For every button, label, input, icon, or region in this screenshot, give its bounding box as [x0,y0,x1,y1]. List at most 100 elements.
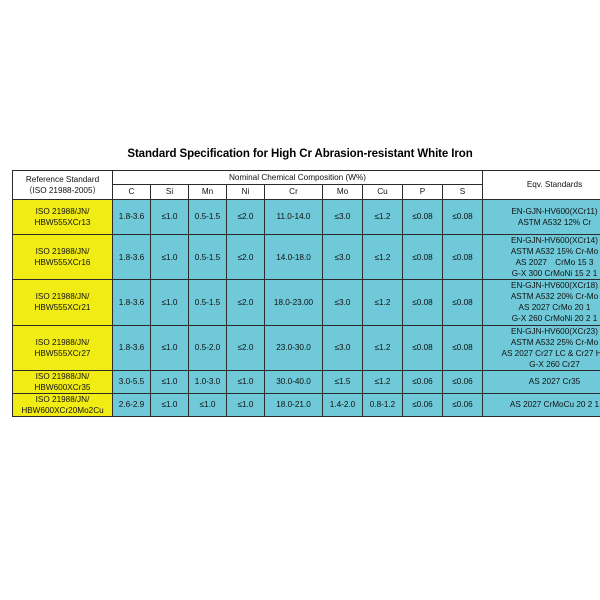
equivalent-line: ASTM A532 12% Cr [517,218,592,227]
reference-line2: HBW600XCr20Mo2Cu [21,405,104,415]
equivalent-line: AS 2027 CrMoCu 20 2 1 [509,400,600,410]
header-row-group: Reference Standard （ISO 21988-2005） Nomi… [12,170,600,200]
cell-equivalent-standards: AS 2027 CrMoCu 20 2 1 [482,392,600,418]
cell-equivalent-standards: AS 2027 Cr35 [482,369,600,394]
cell-cu: ≤1.2 [362,324,403,371]
equivalent-line: G-X 260 CrMoNi 20 2 1 [511,314,598,324]
header-element-c: C [112,184,151,200]
cell-mn: 0.5-1.5 [188,233,227,281]
header-equivalent-standards: Eqv. Standards [482,170,600,200]
cell-cu: ≤1.2 [362,369,403,394]
equivalent-line: EN-GJN-HV600(XCr14) [511,236,598,245]
cell-mo: ≤3.0 [322,233,363,281]
header-element-cr: Cr [264,184,323,200]
cell-p: ≤0.06 [402,369,443,394]
reference-line2: HBW555XCr13 [34,218,91,227]
cell-cu: 0.8-1.2 [362,392,403,418]
cell-mn: 0.5-1.5 [188,199,227,235]
equivalent-line: AS 2027 CrMo 15 3 [515,258,594,268]
cell-ni: ≤2.0 [226,279,265,326]
reference-line2: HBW555XCr16 [34,258,91,268]
cell-cr: 11.0-14.0 [264,199,323,235]
cell-reference-standard: ISO 21988/JN/ HBW555XCr16 [12,233,113,281]
cell-si: ≤1.0 [150,392,189,418]
header-reference-line2: （ISO 21988-2005） [24,186,101,195]
cell-s: ≤0.08 [442,324,483,371]
cell-equivalent-standards: EN-GJN-HV600(XCr14) ASTM A532 15% Cr-Mo … [482,233,600,281]
page-title: Standard Specification for High Cr Abras… [127,148,473,160]
spec-table: Reference Standard （ISO 21988-2005） Nomi… [12,170,600,418]
cell-mo: ≤3.0 [322,324,363,371]
cell-cr: 14.0-18.0 [264,233,323,281]
cell-ni: ≤2.0 [226,324,265,371]
equivalent-line: AS 2027 Cr35 [528,377,581,387]
table-row: ISO 21988/JN/ HBW555XCr13 1.8-3.6 ≤1.0 0… [12,199,600,235]
equivalent-line: ASTM A532 25% Cr-Mo [510,337,599,347]
cell-s: ≤0.08 [442,279,483,326]
cell-equivalent-standards: EN-GJN-HV600(XCr23) ASTM A532 25% Cr-Mo … [482,324,600,371]
equivalent-line: AS 2027 Cr27 LC & Cr27 HC [501,348,600,358]
header-element-s: S [442,184,483,200]
reference-line2: HBW600XCr35 [34,382,91,392]
spec-table-container: Reference Standard （ISO 21988-2005） Nomi… [12,170,600,418]
equivalent-line: AS 2027 CrMo 20 1 [518,303,591,313]
header-element-si: Si [150,184,189,200]
cell-c: 1.8-3.6 [112,279,151,326]
cell-p: ≤0.08 [402,279,443,326]
table-row: ISO 21988/JN/ HBW600XCr20Mo2Cu 2.6-2.9 ≤… [12,392,600,418]
cell-si: ≤1.0 [150,199,189,235]
cell-p: ≤0.06 [402,392,443,418]
reference-line1: ISO 21988/JN/ [35,247,90,257]
header-reference-line1: Reference Standard [25,174,100,184]
cell-equivalent-standards: EN-GJN-HV600(XCr11) ASTM A532 12% Cr [482,199,600,235]
cell-s: ≤0.06 [442,392,483,418]
reference-line1: ISO 21988/JN/ [35,206,90,216]
cell-mn: ≤1.0 [188,392,227,418]
cell-c: 1.8-3.6 [112,199,151,235]
cell-mn: 0.5-2.0 [188,324,227,371]
equivalent-line: G-X 300 CrMoNi 15 2 1 [511,269,598,279]
cell-si: ≤1.0 [150,279,189,326]
cell-p: ≤0.08 [402,324,443,371]
cell-ni: ≤1.0 [226,392,265,418]
header-element-cu: Cu [362,184,403,200]
equivalent-line: EN-GJN-HV600(XCr11) [511,206,598,216]
cell-cr: 30.0-40.0 [264,369,323,394]
table-row: ISO 21988/JN/ HBW600XCr35 3.0-5.5 ≤1.0 1… [12,369,600,394]
reference-line1: ISO 21988/JN/ [35,337,90,347]
cell-cr: 23.0-30.0 [264,324,323,371]
header-composition-group: Nominal Chemical Composition (W%) [112,170,483,185]
cell-p: ≤0.08 [402,233,443,281]
cell-mo: 1.4-2.0 [322,392,363,418]
cell-mo: ≤3.0 [322,199,363,235]
reference-line1: ISO 21988/JN/ [35,394,90,404]
cell-mn: 1.0-3.0 [188,369,227,394]
table-header: Reference Standard （ISO 21988-2005） Nomi… [12,170,600,200]
header-reference-standard: Reference Standard （ISO 21988-2005） [12,170,113,200]
cell-cu: ≤1.2 [362,199,403,235]
table-row: ISO 21988/JN/ HBW555XCr16 1.8-3.6 ≤1.0 0… [12,233,600,281]
reference-line1: ISO 21988/JN/ [35,371,90,381]
cell-reference-standard: ISO 21988/JN/ HBW600XCr20Mo2Cu [12,392,113,418]
cell-c: 3.0-5.5 [112,369,151,394]
cell-mo: ≤1.5 [322,369,363,394]
equivalent-line: EN-GJN-HV600(XCr23) [511,326,598,336]
cell-si: ≤1.0 [150,233,189,281]
cell-c: 2.6-2.9 [112,392,151,418]
cell-si: ≤1.0 [150,369,189,394]
cell-reference-standard: ISO 21988/JN/ HBW555XCr13 [12,199,113,235]
cell-si: ≤1.0 [150,324,189,371]
cell-ni: ≤2.0 [226,233,265,281]
table-row: ISO 21988/JN/ HBW555XCr27 1.8-3.6 ≤1.0 0… [12,324,600,371]
table-row: ISO 21988/JN/ HBW555XCr21 1.8-3.6 ≤1.0 0… [12,279,600,326]
cell-mn: 0.5-1.5 [188,279,227,326]
cell-s: ≤0.06 [442,369,483,394]
equivalent-line: ASTM A532 20% Cr-Mo [510,292,599,302]
cell-cr: 18.0-21.0 [264,392,323,418]
cell-reference-standard: ISO 21988/JN/ HBW555XCr27 [12,324,113,371]
cell-c: 1.8-3.6 [112,324,151,371]
equivalent-line: EN-GJN-HV600(XCr18) [511,281,598,291]
header-element-mn: Mn [188,184,227,200]
cell-p: ≤0.08 [402,199,443,235]
